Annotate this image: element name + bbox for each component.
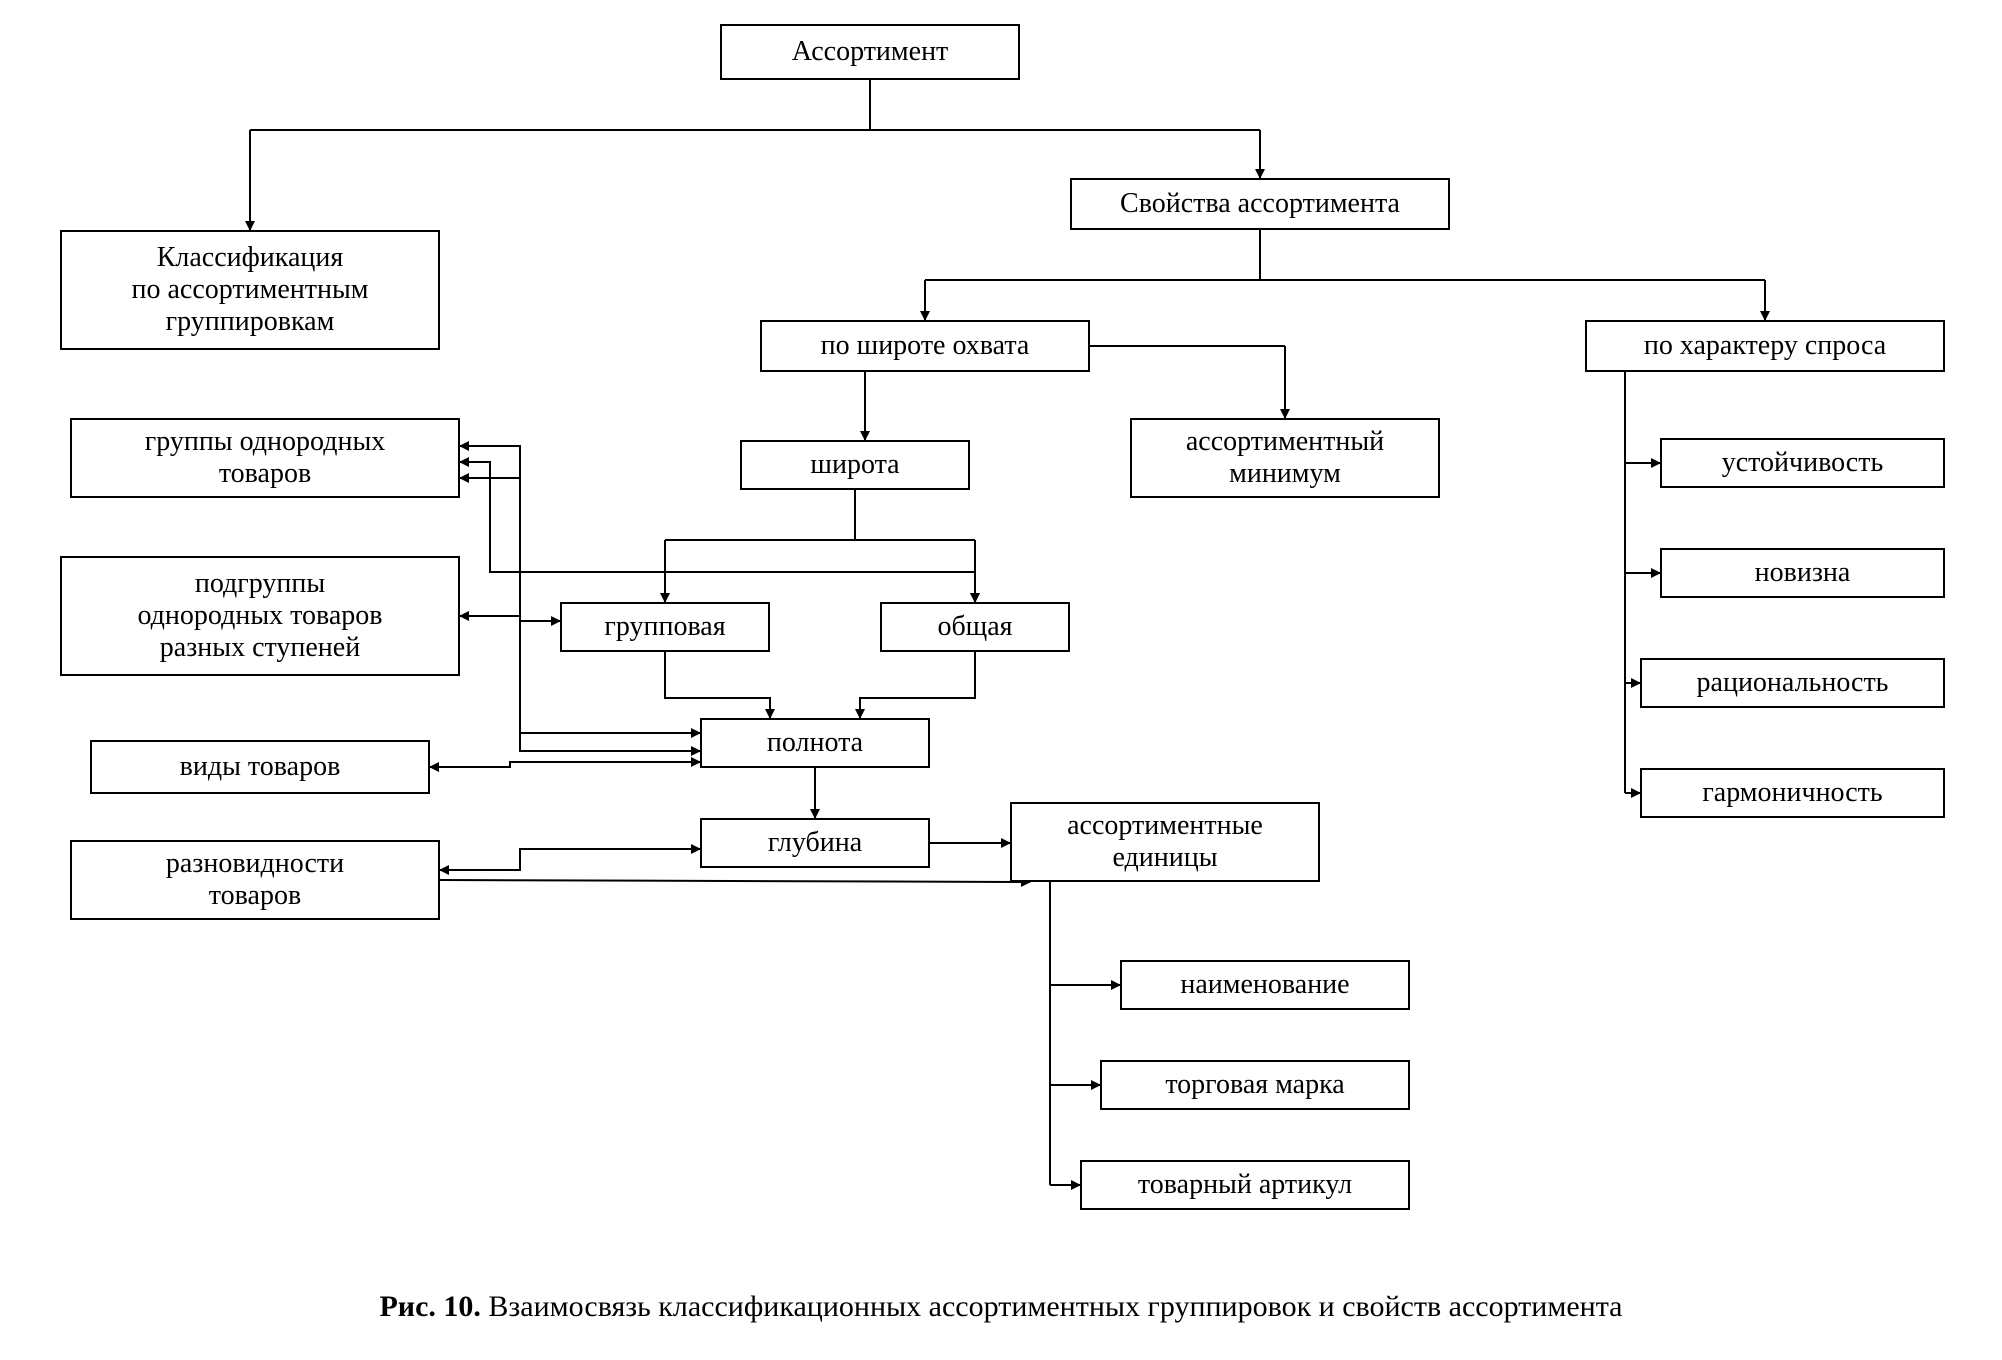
node-gruppovaya: групповая	[560, 602, 770, 652]
node-glubina: глубина	[700, 818, 930, 868]
caption-prefix: Рис. 10.	[379, 1290, 480, 1323]
node-assort_ed: ассортиментныеединицы	[1010, 802, 1320, 882]
node-assortiment: Ассортимент	[720, 24, 1020, 80]
node-torg_marka: торговая марка	[1100, 1060, 1410, 1110]
node-polnota: полнота	[700, 718, 930, 768]
node-raznov: разновидноститоваров	[70, 840, 440, 920]
node-klassif: Классификацияпо ассортиментнымгруппировк…	[60, 230, 440, 350]
node-vidy: виды товаров	[90, 740, 430, 794]
node-novizna: новизна	[1660, 548, 1945, 598]
caption-text: Взаимосвязь классификационных ассортимен…	[488, 1290, 1622, 1323]
node-naimen: наименование	[1120, 960, 1410, 1010]
node-gruppy: группы однородныхтоваров	[70, 418, 460, 498]
node-ustoych: устойчивость	[1660, 438, 1945, 488]
node-ratsion: рациональность	[1640, 658, 1945, 708]
node-po_kharakteru: по характеру спроса	[1585, 320, 1945, 372]
node-po_shirote: по широте охвата	[760, 320, 1090, 372]
node-tov_artikul: товарный артикул	[1080, 1160, 1410, 1210]
node-assort_min: ассортиментныйминимум	[1130, 418, 1440, 498]
node-svoystva: Свойства ассортимента	[1070, 178, 1450, 230]
node-garmon: гармоничность	[1640, 768, 1945, 818]
diagram-canvas: Рис. 10. Взаимосвязь классификационных а…	[0, 0, 2002, 1360]
node-obshaya: общая	[880, 602, 1070, 652]
figure-caption: Рис. 10. Взаимосвязь классификационных а…	[0, 1290, 2002, 1324]
node-podgruppy: подгруппыоднородных товаровразных ступен…	[60, 556, 460, 676]
node-shirota: широта	[740, 440, 970, 490]
